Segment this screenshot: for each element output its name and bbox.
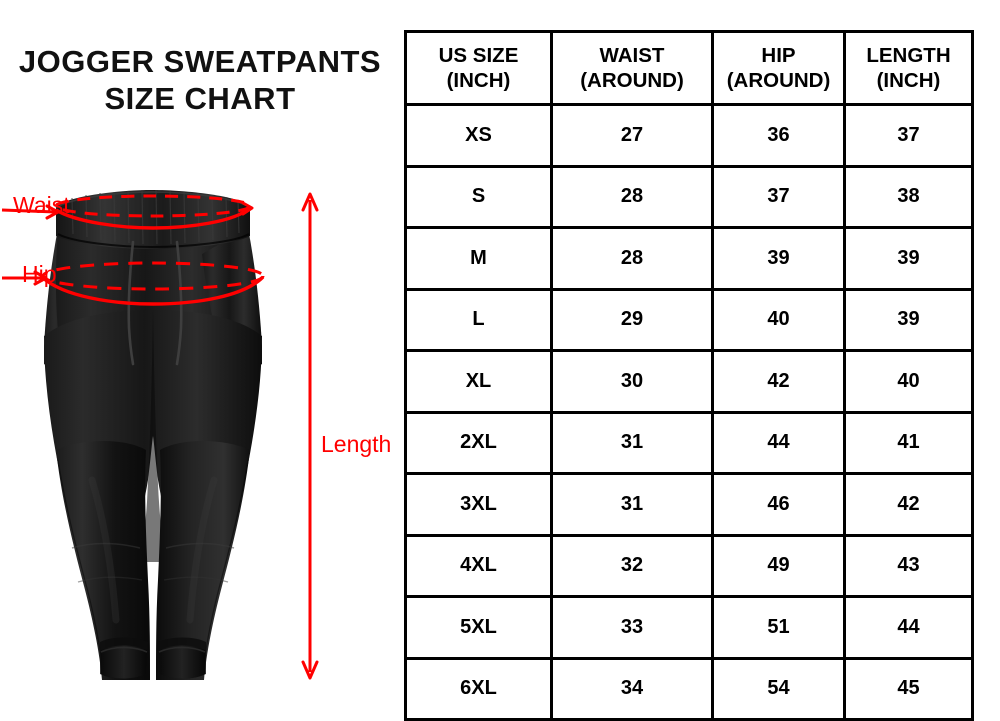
- cell-size: 4XL: [404, 533, 553, 598]
- cell-waist: 34: [550, 656, 714, 721]
- size-chart-table: US SIZE (INCH) WAIST (AROUND) HIP (AROUN…: [404, 30, 974, 721]
- column-header-waist-line-1: WAIST: [599, 44, 665, 67]
- cell-length: 44: [843, 595, 974, 660]
- column-header-waist: WAIST (AROUND): [550, 30, 714, 106]
- illustration-panel: JOGGER SWEATPANTS SIZE CHART: [0, 0, 400, 705]
- cell-waist: 31: [550, 472, 714, 537]
- cell-size: XL: [404, 349, 553, 414]
- crotch-seam: [140, 310, 166, 562]
- column-header-hip-line-1: HIP: [761, 44, 796, 67]
- table-row: 6XL 34 54 45: [404, 656, 974, 721]
- table-row: S 28 37 38: [404, 164, 974, 229]
- length-measure-arrow: [301, 192, 319, 680]
- table-row: 3XL 31 46 42: [404, 472, 974, 537]
- table-row: 5XL 33 51 44: [404, 595, 974, 660]
- page-title-line-1: JOGGER SWEATPANTS: [18, 44, 382, 79]
- waist-pointer-arrow: [1, 204, 60, 220]
- length-label: Length: [321, 431, 392, 457]
- cell-hip: 51: [711, 595, 846, 660]
- page-title-line-2: SIZE CHART: [104, 80, 296, 116]
- table-row: L 29 40 39: [404, 287, 974, 352]
- hip-pointer-arrow: [2, 270, 48, 286]
- table-row: 4XL 32 49 43: [404, 533, 974, 598]
- cell-length: 40: [843, 349, 974, 414]
- cell-size: L: [404, 287, 553, 352]
- cell-length: 43: [843, 533, 974, 598]
- jogger-sweatpants-illustration: [0, 150, 400, 705]
- cell-waist: 33: [550, 595, 714, 660]
- pants-right-leg: [156, 441, 250, 680]
- cell-size: 5XL: [404, 595, 553, 660]
- cell-size: 3XL: [404, 472, 553, 537]
- table-row: 2XL 31 44 41: [404, 410, 974, 475]
- column-header-us-size-line-1: US SIZE: [438, 44, 519, 67]
- column-header-length-line-2: (INCH): [876, 69, 941, 92]
- cell-length: 39: [843, 226, 974, 291]
- cell-hip: 37: [711, 164, 846, 229]
- size-chart-table-wrapper: US SIZE (INCH) WAIST (AROUND) HIP (AROUN…: [404, 30, 974, 721]
- pants-left-leg: [56, 441, 150, 680]
- cell-hip: 49: [711, 533, 846, 598]
- cell-length: 38: [843, 164, 974, 229]
- cell-size: S: [404, 164, 553, 229]
- cell-waist: 28: [550, 164, 714, 229]
- page-title: JOGGER SWEATPANTS SIZE CHART: [0, 44, 400, 117]
- column-header-length: LENGTH (INCH): [843, 30, 974, 106]
- column-header-us-size: US SIZE (INCH): [404, 30, 553, 106]
- cell-hip: 42: [711, 349, 846, 414]
- cell-size: 2XL: [404, 410, 553, 475]
- cell-waist: 29: [550, 287, 714, 352]
- cell-size: XS: [404, 103, 553, 168]
- cell-hip: 39: [711, 226, 846, 291]
- cell-waist: 27: [550, 103, 714, 168]
- column-header-waist-line-2: (AROUND): [580, 69, 684, 92]
- cell-length: 39: [843, 287, 974, 352]
- table-header-row: US SIZE (INCH) WAIST (AROUND) HIP (AROUN…: [404, 30, 974, 106]
- cell-hip: 46: [711, 472, 846, 537]
- column-header-length-line-1: LENGTH: [866, 44, 951, 67]
- cell-hip: 36: [711, 103, 846, 168]
- column-header-hip: HIP (AROUND): [711, 30, 846, 106]
- cell-waist: 30: [550, 349, 714, 414]
- cell-length: 37: [843, 103, 974, 168]
- cell-size: 6XL: [404, 656, 553, 721]
- cell-hip: 40: [711, 287, 846, 352]
- table-row: M 28 39 39: [404, 226, 974, 291]
- cell-waist: 32: [550, 533, 714, 598]
- column-header-us-size-line-2: (INCH): [446, 69, 511, 92]
- table-row: XL 30 42 40: [404, 349, 974, 414]
- cell-hip: 44: [711, 410, 846, 475]
- column-header-hip-line-2: (AROUND): [726, 69, 831, 92]
- cell-hip: 54: [711, 656, 846, 721]
- cell-length: 41: [843, 410, 974, 475]
- cell-length: 45: [843, 656, 974, 721]
- waist-label: Waist: [13, 192, 70, 218]
- cell-length: 42: [843, 472, 974, 537]
- cell-waist: 31: [550, 410, 714, 475]
- cell-size: M: [404, 226, 553, 291]
- hip-label: Hip: [22, 261, 57, 287]
- ankle-cuffs: [100, 637, 206, 679]
- waist-measure-ellipse: [54, 194, 254, 230]
- cell-waist: 28: [550, 226, 714, 291]
- table-row: XS 27 36 37: [404, 103, 974, 168]
